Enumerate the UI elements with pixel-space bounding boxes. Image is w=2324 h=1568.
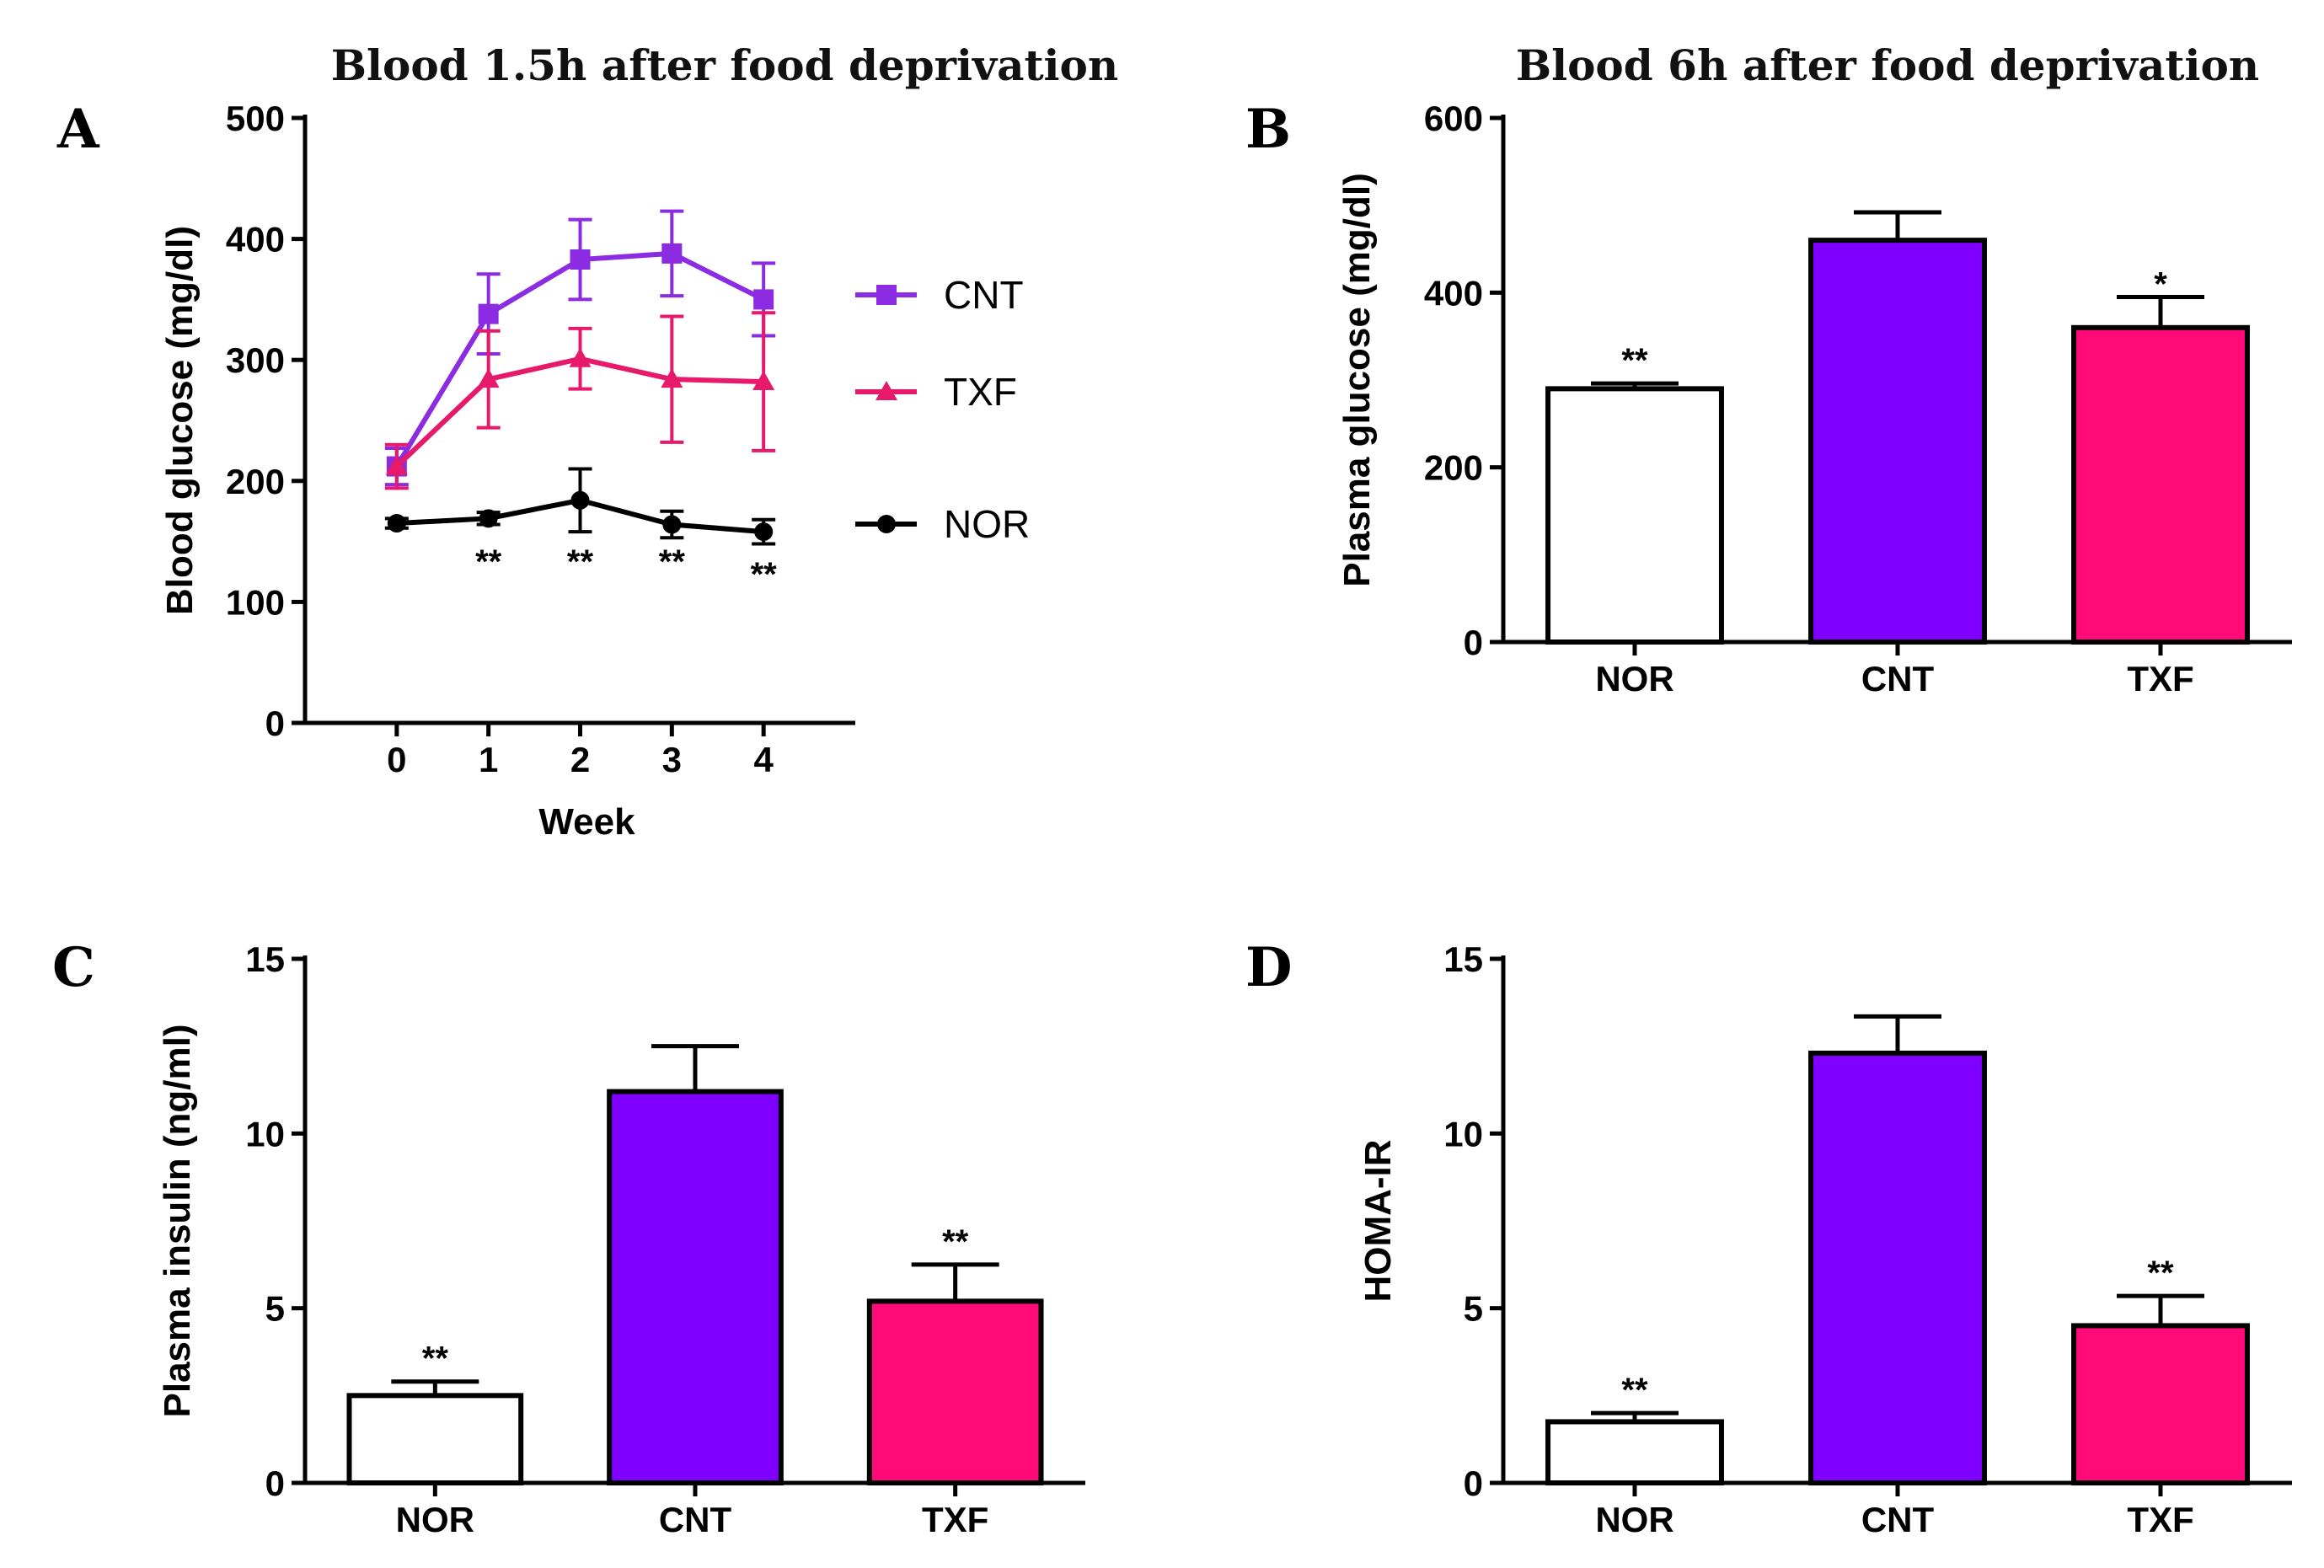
panel-a-point-cnt xyxy=(753,289,774,310)
panel-b-y-axis-label: Plasma glucose (mg/dl) xyxy=(1336,173,1378,586)
panel-a-legend-marker-nor xyxy=(877,515,896,533)
panel-a-legend-marker-cnt xyxy=(876,285,897,305)
panel-c-y-tick-label: 0 xyxy=(265,1464,285,1503)
panel-d-bar-txf xyxy=(2071,1323,2250,1486)
panel-a-x-axis-label: Week xyxy=(538,801,635,843)
panel-letter-d: D xyxy=(1245,936,1293,999)
panel-a-point-txf xyxy=(661,368,683,388)
panel-letter-b: B xyxy=(1245,98,1291,161)
panel-a-point-txf xyxy=(385,455,408,475)
panel-d-significance: ** xyxy=(2147,1255,2174,1292)
panel-d-bar-nor xyxy=(1545,1419,1724,1486)
panel-a-point-txf xyxy=(477,368,500,388)
panel-d-y-tick-label: 0 xyxy=(1464,1464,1483,1503)
panel-a-legend-label-nor: NOR xyxy=(944,502,1030,546)
panel-c-bar-nor xyxy=(346,1393,524,1486)
panel-c-bar-txf xyxy=(866,1298,1044,1485)
panel-d-bar-cnt xyxy=(1808,1050,1987,1485)
panel-a-y-tick-label: 300 xyxy=(226,340,285,380)
panel-a-y-tick-label: 0 xyxy=(265,704,285,743)
panel-a-point-nor xyxy=(479,509,498,528)
panel-a-point-nor xyxy=(754,522,774,542)
panel-a-line-chart: 0 100 200 300 400 500 Blood glucose (mg/dl) Blo… xyxy=(159,40,1118,843)
panel-a-y-tick-label: 100 xyxy=(226,582,285,622)
panel-a-x-tick-label: 2 xyxy=(570,740,590,779)
panel-a-point-nor xyxy=(662,515,682,534)
panel-a-point-cnt xyxy=(478,303,499,324)
panel-a-significance: ** xyxy=(475,543,502,581)
panel-b-x-tick-label: TXF xyxy=(2127,659,2193,698)
panel-b-y-tick-label: 200 xyxy=(1424,448,1483,488)
panel-b-bar-txf xyxy=(2071,324,2250,645)
panel-b-y-tick-label: 400 xyxy=(1424,273,1483,313)
panel-b-y-tick-label: 600 xyxy=(1424,99,1483,138)
panel-a-y-tick-label: 200 xyxy=(226,462,285,501)
panel-c-y-tick-label: 5 xyxy=(265,1289,285,1329)
panel-d-y-axis-label: HOMA-IR xyxy=(1357,1139,1399,1302)
panel-a-point-cnt xyxy=(661,243,683,264)
panel-b-bar-nor xyxy=(1545,386,1724,645)
panel-c-significance: ** xyxy=(422,1341,449,1378)
panel-b-x-tick-label: NOR xyxy=(1595,659,1673,698)
panel-letter-c: C xyxy=(52,936,95,999)
panel-b-bar-chart: 0 200 400 600 Plasma glucose (mg/dl) Blood 6h… xyxy=(1336,40,2292,698)
panel-a-x-tick-label: 0 xyxy=(387,740,406,779)
panel-b-significance: * xyxy=(2154,266,2167,303)
panel-c-x-tick-label: NOR xyxy=(396,1500,474,1539)
panel-a-x-tick-label: 3 xyxy=(662,740,682,779)
panel-b-x-tick-label: CNT xyxy=(1861,659,1935,698)
panel-d-x-tick-label: TXF xyxy=(2127,1500,2193,1539)
panel-a-significance: ** xyxy=(751,556,778,593)
panel-a-x-tick-label: 4 xyxy=(753,740,774,779)
panel-c-y-tick-label: 15 xyxy=(245,939,285,979)
panel-a-title: Blood 1.5h after food deprivation xyxy=(331,40,1119,90)
panel-c-x-tick-label: CNT xyxy=(659,1500,732,1539)
panel-d-y-tick-label: 10 xyxy=(1443,1114,1483,1153)
panel-a-y-axis-label: Blood glucose (mg/dl) xyxy=(159,226,201,615)
panel-a-point-txf xyxy=(752,371,775,391)
panel-d-y-tick-label: 5 xyxy=(1464,1289,1483,1329)
panel-a-point-cnt xyxy=(570,249,591,270)
panel-c-x-tick-label: TXF xyxy=(922,1500,988,1539)
panel-d-significance: ** xyxy=(1621,1372,1648,1409)
panel-b-bar-cnt xyxy=(1808,238,1987,645)
panel-d-x-tick-label: NOR xyxy=(1595,1500,1673,1539)
panel-a-x-tick-label: 1 xyxy=(479,740,498,779)
panel-a-significance: ** xyxy=(567,543,594,581)
panel-c-bar-cnt xyxy=(607,1089,784,1486)
panel-b-y-tick-label: 0 xyxy=(1464,623,1483,662)
panel-b-title: Blood 6h after food deprivation xyxy=(1516,40,2259,90)
panel-a-point-nor xyxy=(387,514,406,533)
panel-a-legend-label-txf: TXF xyxy=(944,370,1017,414)
panel-d-bar-chart: 0 5 10 15 HOMA-IR NOR ** CNT TXF ** xyxy=(1357,939,2292,1539)
panel-c-significance: ** xyxy=(942,1223,969,1260)
panel-a-legend-marker-txf xyxy=(876,381,897,400)
panel-b-significance: ** xyxy=(1621,342,1648,379)
panel-a-y-tick-label: 400 xyxy=(226,220,285,260)
panel-a-y-tick-label: 500 xyxy=(226,99,285,138)
panel-d-y-tick-label: 15 xyxy=(1443,939,1483,979)
panel-letter-a: A xyxy=(56,98,100,161)
panel-a-point-nor xyxy=(570,490,590,510)
panel-c-y-tick-label: 10 xyxy=(245,1114,285,1153)
panel-c-y-axis-label: Plasma insulin (ng/ml) xyxy=(157,1025,198,1418)
panel-a-legend-label-cnt: CNT xyxy=(944,273,1024,317)
panel-a-significance: ** xyxy=(659,543,686,581)
panel-c-bar-chart: 0 5 10 15 Plasma insulin (ng/ml) NOR ** CNT TXF *… xyxy=(157,939,1085,1539)
panel-d-x-tick-label: CNT xyxy=(1861,1500,1935,1539)
panel-a-point-txf xyxy=(569,347,592,367)
